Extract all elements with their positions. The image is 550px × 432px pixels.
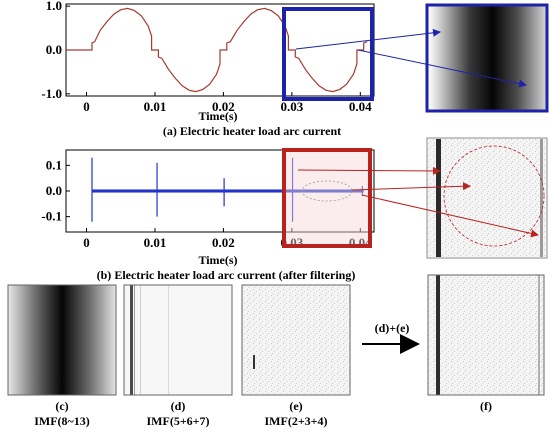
arrow-a-1 xyxy=(295,28,441,50)
zoom-panel-a-frame xyxy=(425,3,549,113)
zoom-panel-b-dark-line xyxy=(436,139,441,257)
chart-b-xlabel: Time(s) xyxy=(198,253,237,267)
zoom-panel-b-frame xyxy=(426,137,548,259)
panel-d-label: IMF(5+6+7) xyxy=(147,414,210,428)
panel-e: (e) IMF(2+3+4) xyxy=(241,284,351,428)
chart-a-x-tick-label: 0 xyxy=(83,99,90,114)
chart-b-x-tick-label: 0.01 xyxy=(144,235,167,250)
chart-a-y-ticks: 1.0 0.0 -1.0 xyxy=(41,0,70,101)
panel-e-label: IMF(2+3+4) xyxy=(265,414,328,428)
arrow-label: (d)+(e) xyxy=(375,321,410,335)
arrow-a-2 xyxy=(357,49,527,88)
zoom-panel-b-right-line xyxy=(540,139,543,257)
panel-c: (c) IMF(8~13) xyxy=(7,284,117,428)
chart-a-caption: (a) Electric heater load arc current xyxy=(163,124,341,138)
chart-a-y-tick-label: -1.0 xyxy=(41,86,62,101)
arrow-b-1 xyxy=(297,166,441,175)
chart-b-y-tick-label: 0.1 xyxy=(46,157,62,172)
zoom-panel-a xyxy=(428,6,546,110)
chart-b-baseline xyxy=(92,189,364,193)
chart-a-x-tick-label: 0.01 xyxy=(144,99,167,114)
panel-c-label: IMF(8~13) xyxy=(34,414,90,428)
chart-a-x-tick-label: 0.03 xyxy=(280,99,303,114)
chart-a-x-ticks: 0 0.01 0.02 0.03 0.04 xyxy=(83,92,372,114)
arrow-b-3 xyxy=(361,194,539,238)
chart-a-y-tick-label: 1.0 xyxy=(46,0,62,13)
chart-a-xlabel: Time(s) xyxy=(198,109,237,123)
panel-c-letter: (c) xyxy=(55,399,68,413)
arrow-b-2 xyxy=(351,182,471,191)
chart-b-ellipse xyxy=(301,180,353,202)
chart-b-x-tick-label: 0.02 xyxy=(212,235,235,250)
zoom-panel-b xyxy=(428,139,546,257)
chart-a-x-tick-label: 0.04 xyxy=(349,99,372,114)
chart-a-x-tick-label: 0.02 xyxy=(212,99,235,114)
chart-b-y-ticks: 0.1 0.0 -0.1 xyxy=(41,157,70,224)
panel-e-letter: (e) xyxy=(289,399,302,413)
chart-b-highlight-box xyxy=(282,148,372,248)
panel-d-image xyxy=(124,285,232,395)
panel-d: (d) IMF(5+6+7) xyxy=(123,284,233,428)
chart-b-series-line xyxy=(91,157,364,222)
panel-f-letter: (f) xyxy=(480,399,492,413)
chart-a-highlight-box xyxy=(282,7,374,101)
chart-b-caption: (b) Electric heater load arc current (af… xyxy=(97,268,356,282)
panel-f: (f) xyxy=(427,274,545,413)
chart-a: 1.0 0.0 -1.0 0 0.01 0.02 0.03 0.04 Time(s) (a)… xyxy=(41,0,375,138)
chart-b-y-tick-label: 0.0 xyxy=(46,183,62,198)
zoom-panel-b-circle xyxy=(443,145,545,247)
chart-b-y-tick-label: -0.1 xyxy=(41,209,62,224)
panel-e-image xyxy=(242,285,350,395)
chart-b-x-tick-label: 0 xyxy=(83,235,90,250)
chart-a-y-tick-label: 0.0 xyxy=(46,42,62,57)
panel-c-image xyxy=(8,285,116,395)
panel-f-image xyxy=(428,275,544,395)
chart-a-series-line xyxy=(66,7,368,93)
panel-d-letter: (d) xyxy=(171,399,186,413)
